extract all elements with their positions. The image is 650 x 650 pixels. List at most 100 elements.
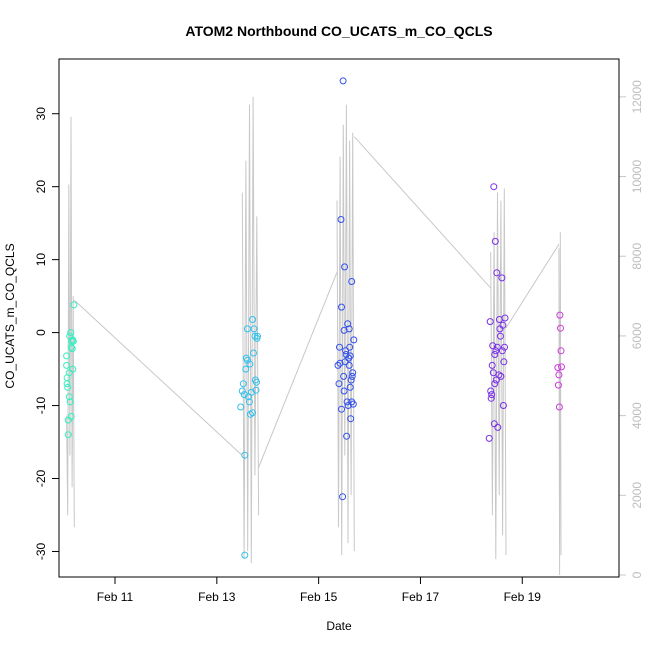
y-axis-label: CO_UCATS_m_CO_QCLS: [3, 243, 17, 388]
data-point: [63, 352, 71, 360]
data-point: [498, 274, 506, 282]
data-point: [558, 363, 565, 371]
altitude-profile-segment: [66, 116, 75, 528]
data-point: [492, 347, 500, 355]
data-point: [554, 381, 562, 389]
data-point: [348, 398, 356, 406]
data-point: [501, 343, 508, 351]
data-point: [556, 311, 564, 319]
data-points-layer: [63, 77, 565, 559]
x-tick-label: Feb 13: [198, 590, 236, 604]
x-tick-label: Feb 11: [97, 590, 134, 604]
altitude-transit-line: [353, 136, 492, 289]
data-point: [242, 365, 250, 373]
data-point: [337, 216, 345, 223]
data-point: [250, 349, 257, 357]
data-point: [490, 183, 498, 191]
data-point: [342, 347, 350, 355]
data-point: [343, 432, 351, 440]
data-point: [347, 376, 355, 384]
data-point: [237, 403, 245, 411]
y2-tick-label: 2000: [630, 482, 644, 509]
y-tick-label: 0: [34, 329, 48, 336]
series-group: [63, 301, 78, 439]
data-point: [335, 380, 343, 388]
data-point: [343, 398, 351, 406]
series-group: [334, 77, 358, 501]
data-point: [64, 431, 72, 439]
data-point: [249, 409, 256, 417]
data-point: [496, 332, 504, 340]
data-point: [339, 77, 347, 85]
data-point: [336, 343, 343, 351]
series-group: [237, 316, 261, 559]
data-point: [490, 420, 498, 428]
data-point: [64, 383, 72, 391]
data-point: [250, 325, 258, 333]
data-point: [251, 332, 259, 340]
data-point: [557, 324, 564, 332]
data-point: [69, 337, 77, 345]
y-tick-label: 20: [34, 180, 48, 194]
y2-tick-label: 12000: [630, 80, 644, 114]
data-point: [340, 326, 348, 334]
data-point: [340, 372, 348, 380]
y-tick-label: 10: [34, 253, 48, 267]
data-point: [336, 359, 344, 367]
data-point: [488, 361, 496, 369]
data-point: [494, 423, 502, 431]
data-point: [349, 369, 357, 377]
x-tick-label: Feb 15: [300, 590, 338, 604]
plot-frame: [58, 58, 620, 578]
data-point: [346, 343, 354, 351]
data-point: [340, 387, 348, 395]
data-point: [241, 451, 249, 459]
y-tick-label: -30: [34, 542, 48, 560]
data-point: [350, 336, 358, 344]
data-point: [499, 321, 507, 329]
data-point: [65, 393, 73, 401]
data-point: [555, 371, 563, 379]
y2-tick-label: 6000: [630, 322, 644, 349]
data-point: [65, 369, 73, 377]
data-point: [239, 380, 247, 388]
data-point: [495, 371, 503, 379]
altitude-transit-line: [73, 299, 243, 456]
data-point: [493, 343, 501, 351]
data-point: [486, 318, 494, 326]
data-point: [68, 345, 76, 353]
data-point: [341, 263, 349, 271]
data-point: [557, 347, 565, 355]
data-point: [485, 434, 493, 442]
y2-tick-label: 8000: [630, 243, 644, 270]
data-point: [249, 316, 256, 323]
data-point: [346, 352, 354, 360]
data-point: [253, 378, 260, 386]
data-point: [67, 329, 75, 337]
data-point: [63, 361, 71, 369]
altitude-transit-line: [505, 244, 560, 329]
data-point: [341, 358, 349, 366]
data-point: [66, 398, 74, 406]
y2-tick-label: 0: [630, 571, 644, 578]
data-point: [349, 400, 357, 408]
data-point: [254, 332, 261, 340]
data-point: [70, 301, 78, 309]
data-point: [348, 278, 356, 285]
x-tick-label: Feb 17: [402, 590, 440, 604]
altitude-profile-segment: [336, 104, 355, 556]
data-point: [346, 383, 354, 391]
data-point: [487, 387, 495, 395]
x-axis-label: Date: [326, 619, 352, 633]
x-tick-label: Feb 19: [504, 590, 542, 604]
data-point: [554, 364, 562, 372]
data-point: [240, 391, 248, 399]
data-point: [501, 314, 509, 322]
data-point: [348, 372, 356, 380]
data-point: [243, 325, 251, 333]
data-point: [498, 347, 506, 355]
data-point: [488, 391, 496, 399]
data-point: [246, 360, 254, 368]
